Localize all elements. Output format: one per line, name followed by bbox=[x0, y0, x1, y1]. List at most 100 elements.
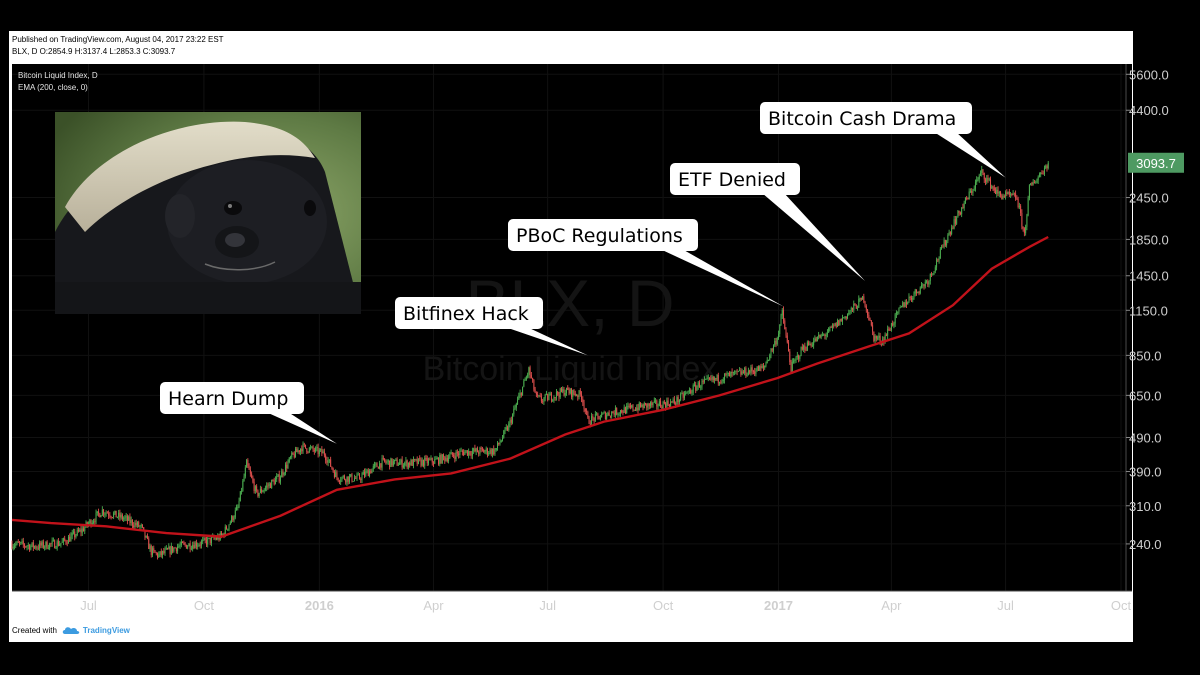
candle-body bbox=[180, 545, 181, 546]
candle-body bbox=[1003, 196, 1004, 199]
candle-body bbox=[951, 228, 952, 234]
candle-body bbox=[422, 460, 423, 466]
candle-body bbox=[237, 507, 238, 508]
candle-body bbox=[210, 538, 211, 543]
candle-body bbox=[309, 448, 310, 452]
candle-body bbox=[607, 413, 608, 416]
candle-body bbox=[183, 543, 184, 544]
candle-body bbox=[683, 393, 684, 397]
candle-body bbox=[545, 395, 546, 399]
candle-body bbox=[356, 475, 357, 478]
candle-body bbox=[274, 481, 275, 485]
candle-body bbox=[328, 460, 329, 462]
price-axis[interactable]: 240.0 310.0 390.0 490.0 650.0 850.0 1150.0 1450… bbox=[1126, 67, 1169, 552]
candle-body bbox=[496, 448, 497, 450]
candle-body bbox=[906, 302, 907, 304]
candle-body bbox=[1039, 174, 1040, 176]
tradingview-logo[interactable]: TradingView bbox=[62, 626, 130, 635]
candle-body bbox=[335, 472, 336, 477]
candle-body bbox=[589, 417, 590, 423]
time-axis[interactable]: Jul Oct 2016 Apr Jul Oct 2017 Apr Jul Oct bbox=[80, 598, 1131, 613]
candle-body bbox=[487, 448, 488, 454]
candle-body bbox=[930, 274, 931, 281]
candle-body bbox=[1016, 198, 1017, 199]
last-price-label: 3093.7 bbox=[1136, 156, 1176, 171]
candle-body bbox=[264, 490, 265, 491]
candle-body bbox=[119, 513, 120, 518]
candle-body bbox=[313, 447, 314, 450]
candle-body bbox=[23, 541, 24, 544]
candle-body bbox=[231, 516, 232, 522]
candle-body bbox=[234, 517, 235, 520]
candle-body bbox=[532, 378, 533, 380]
candle-body bbox=[117, 517, 118, 518]
candle-body bbox=[28, 545, 29, 546]
candle-body bbox=[226, 527, 227, 529]
candle-body bbox=[811, 344, 812, 346]
candle-body bbox=[478, 452, 479, 454]
candle-body bbox=[394, 460, 395, 461]
candle-body bbox=[98, 511, 99, 513]
candle-body bbox=[354, 478, 355, 481]
candle-body bbox=[788, 342, 789, 351]
candle-body bbox=[561, 388, 562, 391]
candle-body bbox=[187, 546, 188, 548]
candle-body bbox=[488, 453, 489, 454]
candle-body bbox=[572, 390, 573, 397]
candle-body bbox=[290, 457, 291, 458]
candle-body bbox=[163, 551, 164, 553]
candle-body bbox=[24, 544, 25, 546]
candle-body bbox=[575, 394, 576, 396]
candle-body bbox=[423, 460, 424, 466]
candle-body bbox=[757, 366, 758, 371]
candle-body bbox=[516, 404, 517, 407]
candle-body bbox=[538, 396, 539, 397]
candle-body bbox=[324, 451, 325, 455]
candle-body bbox=[625, 407, 626, 413]
candle-body bbox=[1033, 182, 1034, 184]
candle-body bbox=[806, 350, 807, 351]
candle-body bbox=[39, 543, 40, 549]
candle-body bbox=[408, 463, 409, 468]
candle-body bbox=[1046, 166, 1047, 168]
x-tick-label: Oct bbox=[194, 598, 215, 613]
candle-body bbox=[571, 389, 572, 397]
candle-body bbox=[686, 392, 687, 393]
candle-body bbox=[777, 338, 778, 344]
candle-body bbox=[996, 190, 997, 194]
candle-body bbox=[486, 448, 487, 451]
candle-body bbox=[920, 287, 921, 293]
candle-body bbox=[742, 371, 743, 374]
candle-body bbox=[73, 532, 74, 533]
candle-body bbox=[896, 312, 897, 314]
candle-body bbox=[186, 545, 187, 549]
candle-body bbox=[193, 545, 194, 548]
candle-body bbox=[971, 191, 972, 193]
candle-body bbox=[316, 447, 317, 448]
candle-body bbox=[674, 399, 675, 403]
candle-body bbox=[141, 525, 142, 526]
candle-body bbox=[424, 458, 425, 466]
candle-body bbox=[448, 458, 449, 461]
candle-body bbox=[325, 455, 326, 460]
candle-body bbox=[1019, 206, 1020, 207]
candle-body bbox=[68, 537, 69, 544]
candle-body bbox=[760, 366, 761, 368]
candle-body bbox=[351, 474, 352, 481]
candle-body bbox=[67, 543, 68, 544]
candle-body bbox=[945, 240, 946, 245]
candle-body bbox=[280, 477, 281, 481]
candle-body bbox=[917, 292, 918, 293]
candle-body bbox=[277, 474, 278, 476]
candle-body bbox=[893, 324, 894, 326]
candle-body bbox=[491, 449, 492, 454]
candle-body bbox=[738, 371, 739, 372]
candle-body bbox=[650, 402, 651, 405]
candle-body bbox=[587, 412, 588, 418]
candle-body bbox=[861, 298, 862, 300]
candle-body bbox=[681, 393, 682, 394]
candle-body bbox=[348, 477, 349, 482]
candle-body bbox=[147, 536, 148, 539]
candle-body bbox=[286, 465, 287, 468]
